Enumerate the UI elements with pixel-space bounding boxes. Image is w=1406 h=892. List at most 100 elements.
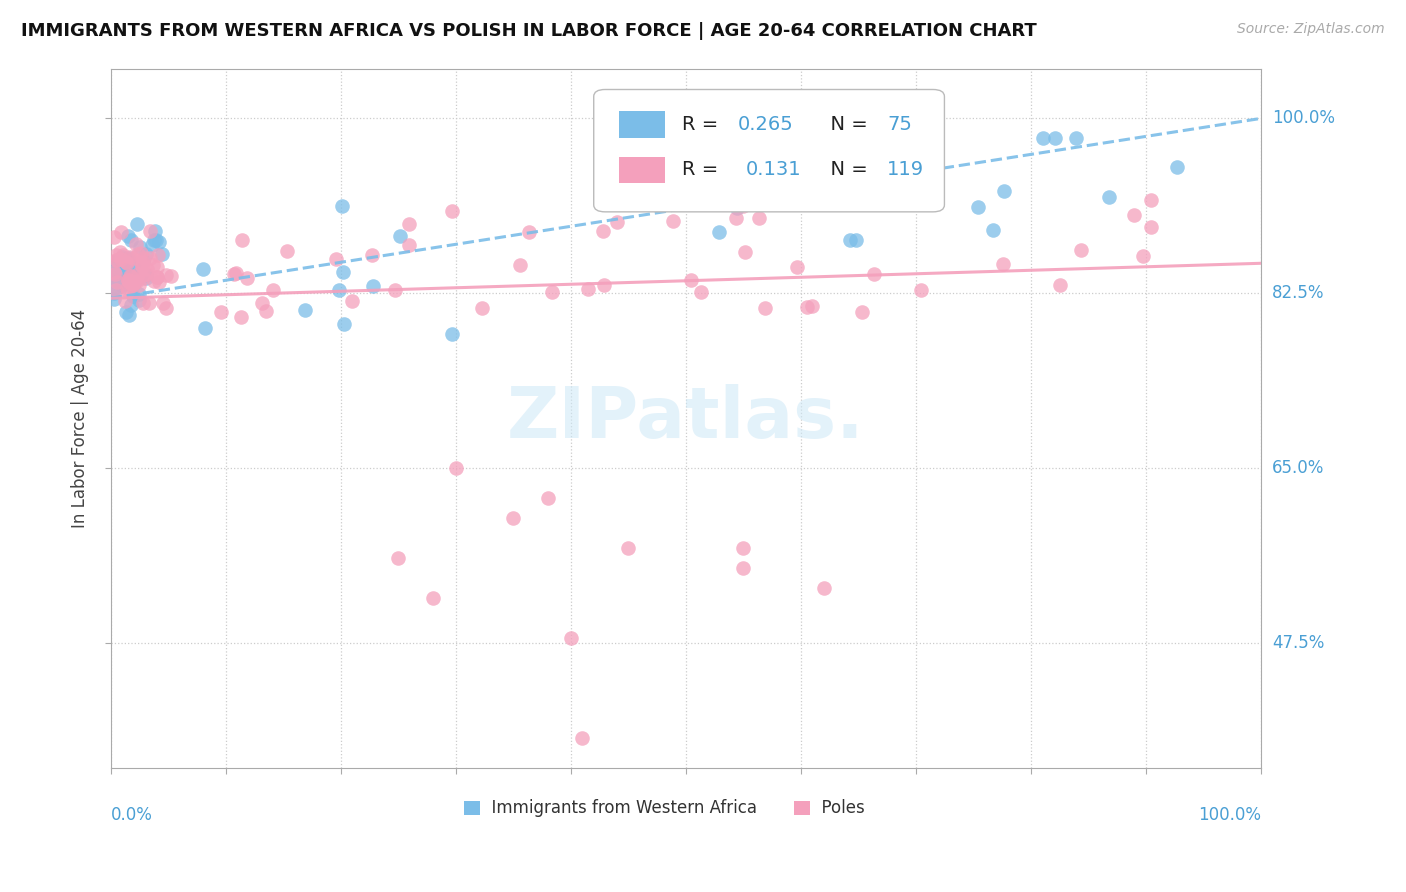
Point [801, 299, 824, 313]
Point [332, 318, 354, 332]
Point [103, 265, 125, 279]
Point [471, 301, 494, 315]
Point [606, 214, 628, 228]
Point [441, 326, 464, 341]
Point [332, 199, 354, 213]
FancyBboxPatch shape [593, 89, 945, 212]
Point [734, 244, 756, 259]
Point [191, 262, 214, 277]
Point [384, 284, 406, 298]
Point [107, 270, 129, 285]
Point [115, 255, 138, 269]
Point [121, 273, 143, 287]
Text: 100.0%: 100.0% [1272, 110, 1334, 128]
Point [1064, 131, 1087, 145]
Point [103, 285, 125, 300]
Point [541, 285, 564, 300]
Point [111, 250, 134, 264]
Point [122, 277, 145, 291]
Point [222, 267, 245, 281]
Point [901, 194, 924, 208]
Point [114, 261, 136, 276]
Point [993, 185, 1015, 199]
Point [276, 244, 298, 259]
Point [148, 235, 170, 249]
Point [752, 169, 775, 184]
Point [148, 275, 170, 289]
Point [689, 285, 711, 299]
Point [112, 248, 135, 262]
Point [194, 321, 217, 335]
Point [509, 258, 531, 272]
Point [118, 275, 141, 289]
Point [910, 284, 932, 298]
Point [138, 296, 160, 310]
Point [118, 268, 141, 283]
Point [131, 259, 153, 273]
Text: R =: R = [682, 115, 724, 134]
Point [444, 461, 467, 475]
Point [131, 258, 153, 272]
Point [981, 223, 1004, 237]
Point [117, 229, 139, 244]
Point [441, 203, 464, 218]
Point [733, 561, 755, 575]
Point [733, 541, 755, 555]
Point [122, 275, 145, 289]
Point [725, 202, 748, 216]
Point [105, 283, 128, 297]
Y-axis label: In Labor Force | Age 20-64: In Labor Force | Age 20-64 [72, 309, 89, 528]
Point [114, 293, 136, 308]
Point [294, 303, 316, 318]
Point [127, 268, 149, 282]
Point [966, 200, 988, 214]
Text: 119: 119 [887, 161, 924, 179]
Point [128, 277, 150, 292]
Point [131, 255, 153, 269]
Point [112, 277, 135, 291]
Point [250, 295, 273, 310]
Point [236, 270, 259, 285]
Point [614, 169, 637, 184]
Point [104, 267, 127, 281]
Point [748, 211, 770, 225]
Point [1070, 243, 1092, 257]
Point [120, 268, 142, 283]
Point [117, 284, 139, 298]
Point [229, 310, 252, 324]
Point [118, 308, 141, 322]
Point [124, 273, 146, 287]
Point [127, 246, 149, 260]
Text: 100.0%: 100.0% [1198, 806, 1261, 824]
Point [117, 281, 139, 295]
Point [125, 275, 148, 289]
Point [786, 260, 808, 274]
Point [115, 252, 138, 266]
Point [132, 254, 155, 268]
Point [110, 252, 132, 267]
Point [398, 217, 420, 231]
Point [863, 267, 886, 281]
Point [398, 238, 420, 252]
Point [142, 258, 165, 272]
Text: 47.5%: 47.5% [1272, 634, 1324, 652]
Point [135, 246, 157, 260]
Point [111, 279, 134, 293]
Point [145, 233, 167, 247]
Point [845, 233, 868, 247]
Point [110, 225, 132, 239]
Point [146, 270, 169, 285]
Point [121, 264, 143, 278]
Point [117, 273, 139, 287]
Point [115, 264, 138, 278]
Point [104, 273, 127, 287]
Point [361, 248, 384, 262]
Text: 65.0%: 65.0% [1272, 459, 1324, 477]
Point [160, 269, 183, 284]
Point [110, 252, 132, 266]
Point [155, 301, 177, 315]
Point [571, 731, 593, 745]
Text: N =: N = [818, 115, 875, 134]
Point [1049, 277, 1071, 292]
Point [128, 293, 150, 307]
